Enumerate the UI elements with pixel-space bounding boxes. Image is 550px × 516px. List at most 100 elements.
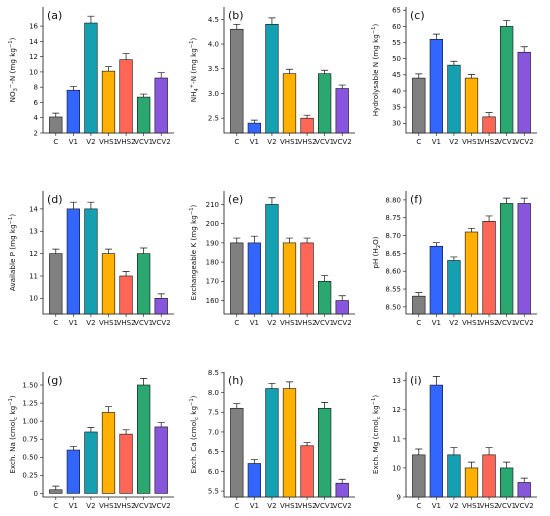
x-tick-label: V1 [69,138,78,146]
error-bar [303,237,311,243]
x-tick-label: C [416,138,421,146]
error-bar [157,293,165,299]
bar-c [230,242,244,315]
bar-vcv1 [137,253,151,315]
y-tick-label: 8.55 [385,285,401,293]
error-bar [69,86,77,91]
bar-vcv2 [517,482,531,498]
error-bar [140,93,148,98]
bar-vhs2 [119,433,133,494]
error-bar [69,446,77,451]
x-tick-label: VCV2 [333,319,352,327]
bar-c [412,454,426,498]
bar-vcv1 [318,407,332,498]
bar-c [49,489,63,494]
x-tick-label: V2 [449,319,458,327]
y-tick-label: 8.75 [385,214,401,222]
y-tick-label: 180 [206,259,219,267]
y-tick-label: 6.5 [208,448,219,456]
bar-vcv1 [318,281,332,315]
y-tick-label: 10 [392,464,401,472]
y-tick-label: 11 [29,272,38,280]
bar-c [49,116,63,134]
x-tick-label: VCV1 [315,319,334,327]
error-bar [321,275,329,282]
x-tick-label: VCV2 [515,502,534,510]
y-tick-label: 8 [34,84,38,92]
bar-vhs2 [482,221,496,315]
y-tick-label: 2 [34,129,38,137]
error-bar [467,228,476,232]
bar-v1 [66,449,80,494]
x-tick-label: VCV2 [152,319,171,327]
panel-label: (c) [410,9,425,22]
y-tick-label: 6.0 [208,468,219,476]
error-bar [432,242,440,247]
bar-vhs2 [300,242,314,315]
bar-vcv1 [500,203,514,315]
error-bar [450,447,458,455]
bar-v2 [447,260,461,315]
error-bar [415,73,423,79]
error-bar [52,112,60,117]
x-tick-label: VCV1 [315,502,334,510]
bar-v1 [247,122,261,134]
bar-vcv2 [335,482,349,498]
bar-c [412,77,426,134]
x-tick-label: C [416,319,421,327]
y-tick-label: 10 [29,68,38,76]
bar-vhs1 [101,412,116,494]
panel-label: (e) [228,193,243,206]
y-tick-label: 65 [392,7,401,15]
error-bar [157,422,165,427]
error-bar [520,46,528,53]
x-tick-label: VCV2 [152,138,171,146]
error-bar [157,72,165,79]
error-bar [485,215,493,222]
x-tick-label: C [53,502,58,510]
x-tick-label: VHS1 [280,138,299,146]
bar-vcv2 [335,88,349,134]
x-tick-label: V2 [86,502,95,510]
error-bar [321,69,329,74]
y-axis-label: Exchangeable K (mg kg−1) [189,204,198,300]
bar-v1 [247,463,261,498]
x-tick-label: VCV1 [315,138,334,146]
y-axis-label: Exch. Ca (cmolc kg−1) [189,395,200,473]
x-tick-label: V2 [86,319,95,327]
y-tick-label: 0 [34,490,38,498]
error-bar [233,23,241,30]
x-tick-label: V2 [449,502,458,510]
error-bar [122,53,130,60]
bar-vcv2 [154,426,168,494]
bar-vcv1 [137,384,151,494]
bar-v1 [66,89,80,134]
panel-label: (d) [47,193,63,206]
bar-vcv2 [154,298,168,315]
x-tick-label: VHS1 [462,502,481,510]
y-tick-label: 0.75 [22,436,38,444]
bar-vhs1 [101,70,116,134]
y-tick-label: 50 [392,55,401,63]
y-tick-label: 8.0 [208,389,219,397]
error-bar [415,292,423,297]
bar-c [230,407,244,498]
x-tick-label: V1 [432,138,441,146]
y-tick-label: 30 [392,120,401,128]
x-tick-label: V2 [86,138,95,146]
bar-v2 [84,208,98,315]
bar-vhs1 [464,77,479,134]
y-tick-label: 12 [392,406,401,414]
x-tick-label: V1 [432,319,441,327]
y-tick-label: 8.80 [385,196,401,204]
y-tick-label: 0.25 [22,472,38,480]
x-tick-label: VHS2 [298,138,317,146]
x-tick-label: V2 [449,138,458,146]
bar-c [412,295,426,315]
error-bar [250,235,258,243]
x-tick-label: V1 [69,502,78,510]
bar-vhs2 [482,454,496,498]
x-tick-label: V1 [250,319,259,327]
error-bar [268,197,276,205]
